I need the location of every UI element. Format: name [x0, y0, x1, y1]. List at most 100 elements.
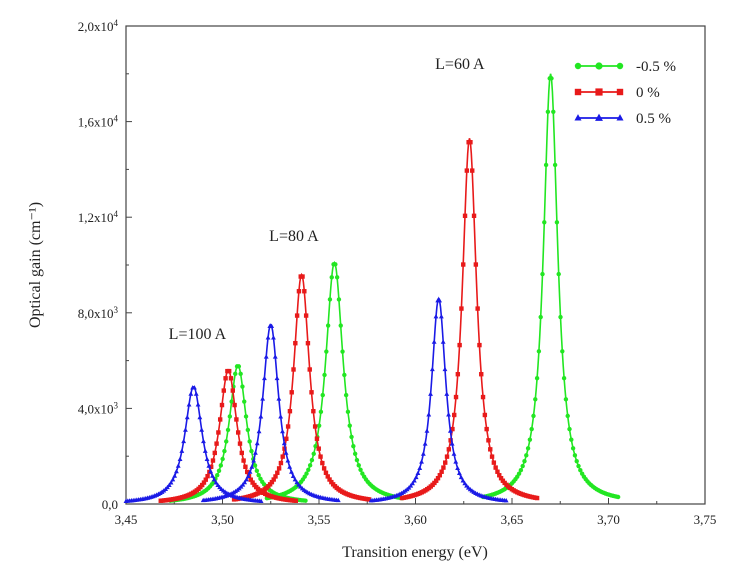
data-point [168, 480, 174, 485]
data-point [254, 440, 260, 446]
x-tick-label: 3,60 [404, 512, 427, 527]
data-point [172, 473, 178, 478]
data-point [342, 372, 347, 378]
data-point [316, 446, 321, 451]
data-point [226, 368, 232, 374]
data-point [224, 439, 229, 444]
data-point [522, 458, 527, 464]
data-point [461, 262, 466, 267]
data-point [290, 473, 296, 478]
data-point [215, 472, 220, 478]
annotation-layer: L=100 A L=80 A L=60 A [169, 56, 485, 343]
data-point [340, 349, 345, 354]
data-point [238, 371, 243, 377]
data-point [271, 335, 276, 340]
y-axis-label: Optical gain (cm⁻¹) [27, 202, 44, 328]
data-point [186, 402, 192, 407]
data-point [446, 447, 452, 452]
data-point [256, 428, 262, 434]
y-tick-label: 2,0x104 [78, 18, 119, 34]
data-point [352, 451, 358, 456]
data-point [351, 443, 356, 449]
data-point [552, 162, 558, 168]
data-point [422, 441, 428, 446]
data-point [321, 466, 327, 471]
data-point [233, 371, 238, 377]
data-point [242, 479, 248, 485]
data-point [327, 297, 333, 302]
data-point [424, 428, 430, 433]
data-point [429, 366, 435, 372]
data-point [232, 402, 237, 408]
data-point [284, 436, 289, 441]
data-point [285, 424, 291, 429]
data-point [177, 456, 183, 462]
data-point [455, 465, 460, 470]
data-point [480, 394, 486, 400]
series-line [266, 260, 403, 499]
data-point [309, 390, 314, 395]
data-point [247, 439, 252, 444]
data-point [243, 414, 249, 419]
data-point [453, 394, 459, 400]
data-point [272, 354, 278, 359]
legend-marker [595, 62, 603, 70]
data-point [491, 460, 497, 465]
data-point [462, 480, 468, 486]
data-point [473, 262, 479, 267]
data-point [199, 482, 205, 488]
data-point [498, 476, 504, 481]
y-tick-label: 1,2x104 [78, 209, 119, 225]
data-point [318, 454, 323, 459]
series-3 [123, 296, 509, 503]
data-point [276, 396, 282, 401]
data-point [240, 384, 245, 389]
data-point [302, 289, 307, 294]
data-point [239, 450, 244, 456]
data-point [446, 412, 451, 417]
data-point [484, 426, 489, 432]
data-point [294, 313, 300, 318]
data-point [235, 430, 241, 435]
data-point [195, 402, 201, 407]
data-point [251, 458, 257, 463]
data-point [175, 463, 181, 468]
data-point [524, 453, 529, 458]
data-point [561, 376, 567, 381]
data-point [283, 450, 289, 455]
data-point [334, 275, 340, 280]
data-point [269, 323, 275, 329]
data-point [563, 397, 569, 402]
data-point [223, 376, 228, 381]
data-point [212, 450, 217, 456]
data-point [428, 391, 433, 396]
data-point [486, 438, 491, 443]
data-point [260, 396, 266, 401]
data-point [258, 414, 264, 419]
x-tick-label: 3,70 [597, 512, 620, 527]
data-point [243, 464, 248, 470]
data-point [170, 477, 176, 482]
data-point [213, 480, 219, 485]
data-point [208, 464, 214, 470]
data-point [245, 427, 251, 433]
data-point [543, 162, 549, 168]
data-point [307, 367, 312, 372]
legend-marker [616, 62, 624, 70]
y-tick-label: 1,6x104 [78, 114, 119, 130]
data-point [460, 478, 466, 483]
data-point [183, 427, 188, 432]
data-point [269, 479, 275, 485]
data-point [327, 477, 332, 482]
data-point [305, 340, 311, 346]
data-point [444, 391, 450, 396]
data-point [534, 495, 540, 501]
data-point [245, 469, 250, 475]
data-point [551, 109, 556, 114]
data-point [464, 168, 470, 173]
data-point [234, 417, 239, 422]
data-point [450, 426, 455, 432]
data-point [536, 349, 542, 354]
data-point [545, 109, 551, 114]
